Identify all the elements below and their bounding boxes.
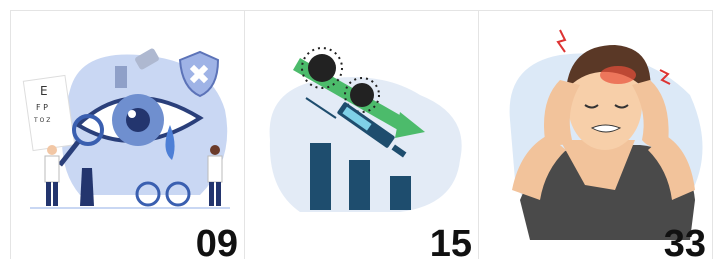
card-number: 33	[664, 223, 706, 259]
svg-text:T O Z: T O Z	[33, 117, 50, 124]
svg-text:E: E	[40, 84, 48, 98]
card-number: 15	[430, 223, 472, 259]
page: E F P T O Z	[0, 0, 717, 259]
svg-text:F P: F P	[36, 103, 48, 112]
cards: E F P T O Z	[0, 0, 717, 259]
card-number: 09	[196, 223, 238, 259]
